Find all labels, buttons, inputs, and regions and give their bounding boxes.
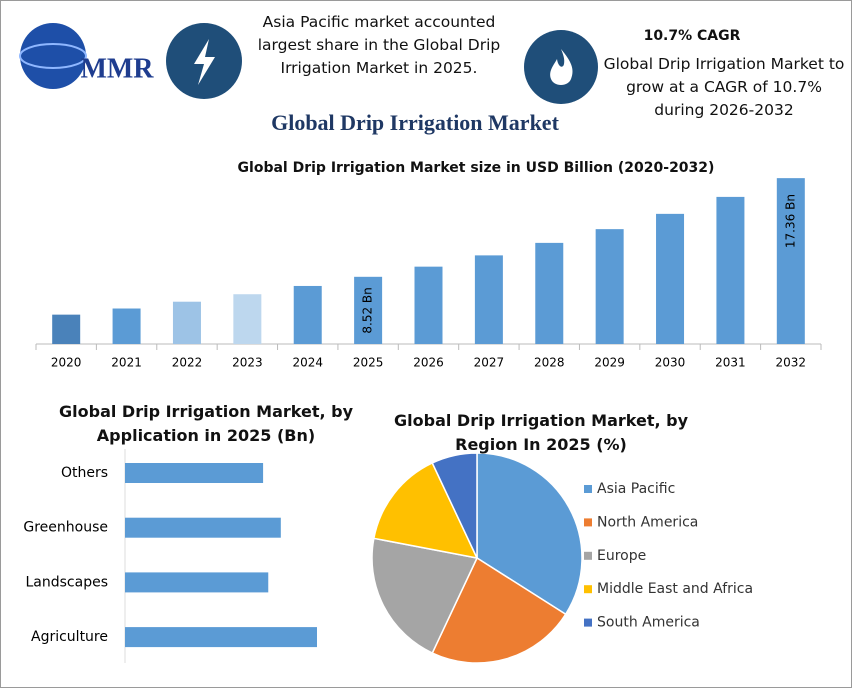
- pie-slice: [431, 452, 478, 559]
- logo-text: MMR: [80, 53, 154, 84]
- legend-label: North America: [597, 514, 698, 530]
- x-tick-label: 2023: [232, 356, 263, 370]
- legend-swatch: [584, 618, 592, 627]
- note-right: Global Drip Irrigation Market to grow at…: [603, 55, 845, 119]
- logo-globe: [20, 23, 86, 89]
- legend-swatch: [584, 518, 592, 527]
- cagr: 10.7% CAGR: [643, 28, 741, 44]
- legend-swatch: [584, 551, 592, 560]
- note-left: Asia Pacific market accounted largest sh…: [257, 13, 501, 77]
- x-tick-label: 2027: [474, 356, 505, 370]
- legend-swatch: [584, 585, 592, 594]
- bar: [716, 196, 745, 344]
- legend-label: South America: [597, 615, 700, 631]
- bar: [474, 255, 503, 344]
- y-tick-label: Landscapes: [25, 574, 108, 590]
- value-label: 8.52 Bn: [361, 287, 375, 333]
- bar: [125, 463, 264, 483]
- bar: [125, 627, 317, 648]
- region-title: Global Drip Irrigation Market, by Region…: [394, 411, 688, 454]
- bar: [354, 276, 383, 344]
- pie-slice: [372, 461, 479, 560]
- value-label: 17.36 Bn: [783, 194, 797, 248]
- x-tick-label: 2025: [353, 356, 384, 370]
- x-tick-label: 2030: [655, 356, 686, 370]
- logo-orbit: [19, 43, 87, 69]
- flame-shape: [550, 49, 573, 85]
- x-tick-label: 2022: [172, 356, 203, 370]
- bar: [125, 572, 269, 593]
- application-title: Global Drip Irrigation Market, by Applic…: [59, 402, 353, 445]
- x-tick-label: 2028: [534, 356, 565, 370]
- bar: [52, 314, 81, 344]
- bar: [776, 178, 805, 344]
- x-tick-label: 2032: [776, 356, 807, 370]
- pie-slice: [431, 556, 567, 664]
- bar: [112, 308, 141, 344]
- legend-swatch: [584, 485, 592, 493]
- bolt-shape: [194, 39, 215, 85]
- legend-label: Middle East and Africa: [597, 581, 753, 597]
- y-tick-label: Greenhouse: [23, 520, 108, 536]
- x-tick-label: 2031: [715, 356, 746, 370]
- x-tick-label: 2020: [51, 356, 82, 370]
- bar: [414, 266, 443, 344]
- bar: [595, 229, 624, 344]
- x-tick-label: 2026: [413, 356, 444, 370]
- bar: [535, 242, 564, 344]
- x-tick-label: 2029: [594, 356, 625, 370]
- bar: [172, 301, 201, 344]
- x-tick-label: 2024: [292, 356, 323, 370]
- chart-title: Global Drip Irrigation Market size in US…: [238, 160, 715, 176]
- legend-label: Europe: [597, 548, 646, 564]
- bar: [125, 517, 281, 538]
- legend-label: Asia Pacific: [597, 481, 675, 497]
- bar: [233, 294, 262, 344]
- pie-slice: [371, 537, 479, 655]
- x-tick-label: 2021: [111, 356, 142, 370]
- bar: [293, 285, 322, 344]
- y-tick-label: Agriculture: [31, 629, 108, 645]
- bar: [656, 213, 685, 344]
- main-title: Global Drip Irrigation Market: [271, 110, 559, 135]
- y-tick-label: Others: [61, 465, 108, 481]
